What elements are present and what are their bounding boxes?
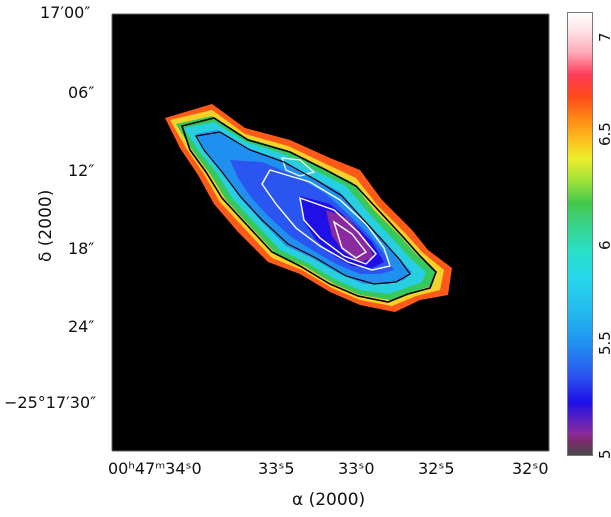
x-tick-label: 32ˢ5 xyxy=(418,459,455,478)
colorbar-tick-label: 5.5 xyxy=(596,331,611,355)
y-tick-label: 18″ xyxy=(68,239,95,258)
y-tick-label: 17′00″ xyxy=(40,3,91,22)
x-tick-label: 33ˢ0 xyxy=(338,459,375,478)
x-axis-title: α (2000) xyxy=(292,490,366,510)
y-tick-label: 06″ xyxy=(68,83,95,102)
y-tick-label: −25°17′30″ xyxy=(4,393,97,412)
colorbar-tick-label: 7 xyxy=(596,32,611,42)
y-axis-title: δ (2000) xyxy=(36,189,56,262)
x-tick-label: 32ˢ0 xyxy=(512,459,549,478)
x-tick-label: 00ʰ47ᵐ34ˢ0 xyxy=(108,459,202,478)
colorbar-tick-label: 5 xyxy=(596,449,611,459)
y-tick-label: 12″ xyxy=(68,161,95,180)
colorbar xyxy=(567,12,593,456)
x-tick-label: 33ˢ5 xyxy=(258,459,295,478)
y-tick-label: 24″ xyxy=(68,317,95,336)
colorbar-tick-label: 6.5 xyxy=(596,122,611,146)
colorbar-tick-label: 6 xyxy=(596,240,611,250)
